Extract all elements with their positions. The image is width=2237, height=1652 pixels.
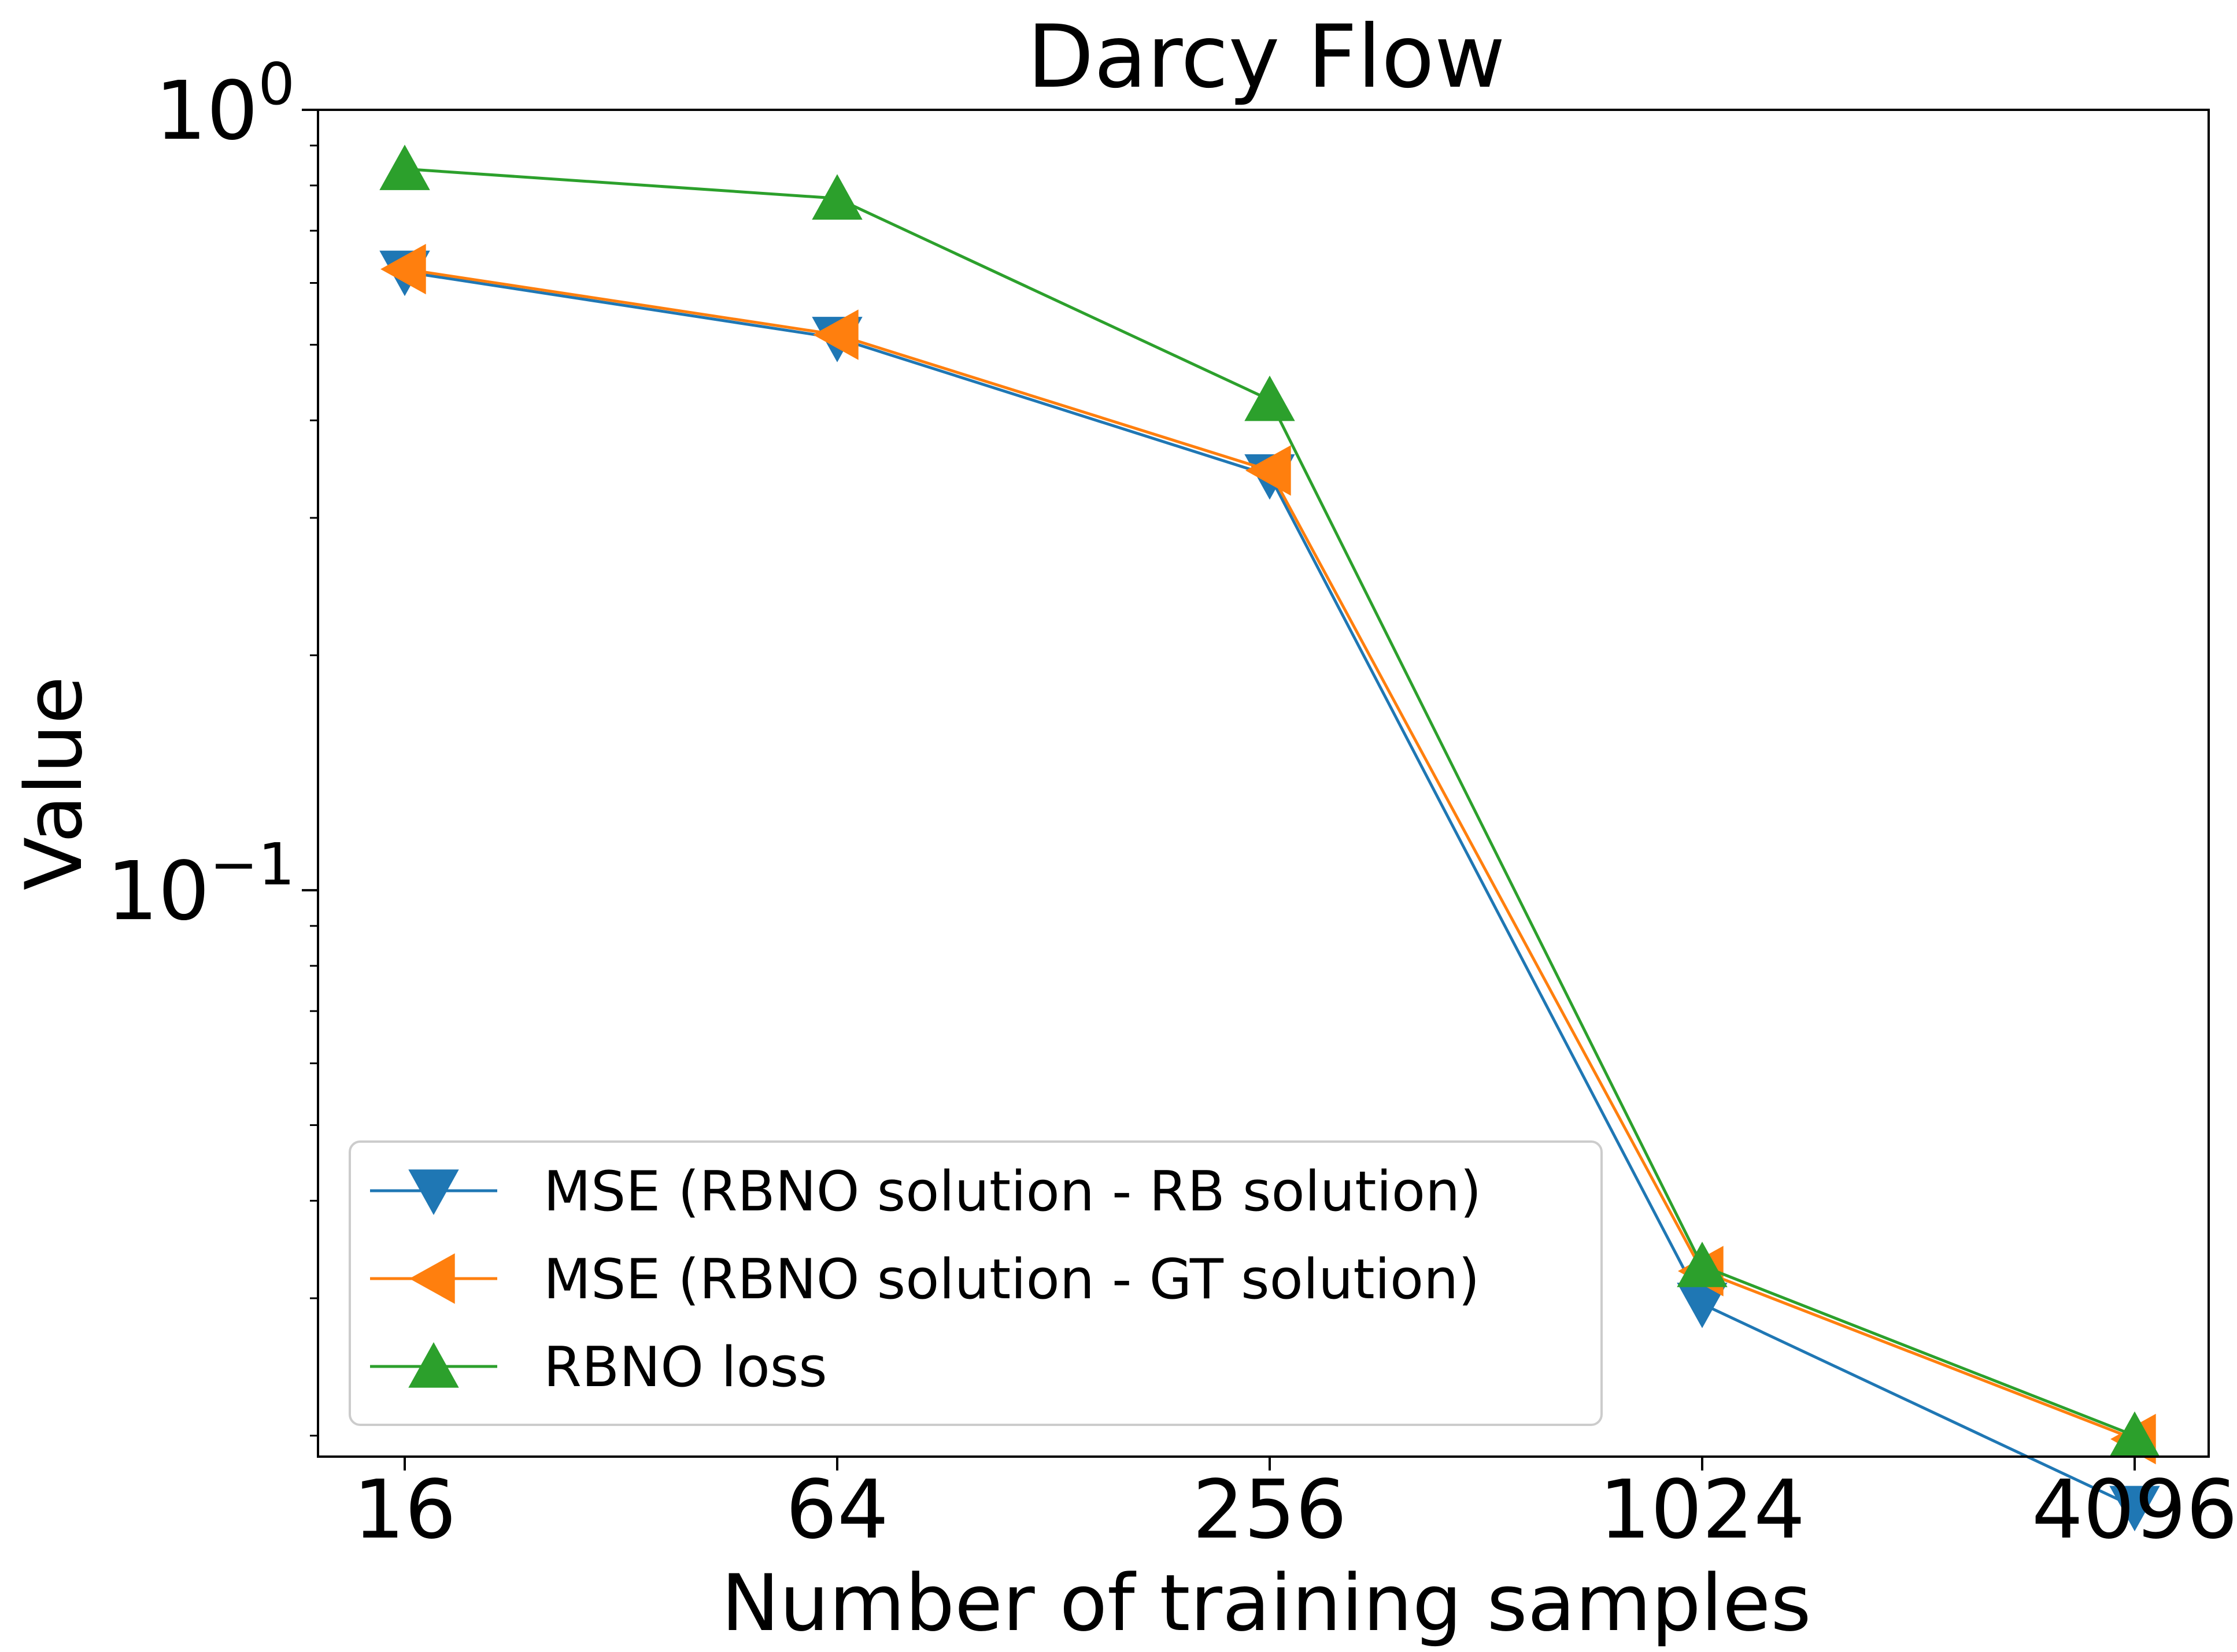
x-tick-label: 4096 — [2032, 1463, 2237, 1557]
x-tick-label: 256 — [1192, 1463, 1347, 1557]
x-tick-label: 1024 — [1599, 1463, 1805, 1557]
chart-title: Darcy Flow — [1027, 7, 1505, 108]
data-point-marker — [380, 243, 426, 295]
series-layer — [379, 145, 2160, 1532]
data-point-marker — [1677, 1242, 1728, 1287]
legend-label: MSE (RBNO solution - GT solution) — [543, 1248, 1480, 1312]
data-point-marker — [1244, 375, 1295, 421]
x-tick-label: 16 — [353, 1463, 456, 1557]
data-point-marker — [379, 145, 430, 190]
legend-marker — [408, 1169, 459, 1215]
plot-frame — [317, 109, 2210, 1458]
data-point-marker — [2109, 1486, 2160, 1532]
data-point-marker — [1245, 445, 1291, 496]
legend-label: MSE (RBNO solution - RB solution) — [543, 1160, 1481, 1224]
y-tick-label: 100 — [155, 50, 295, 158]
legend-marker — [409, 1253, 455, 1304]
legend-label: RBNO loss — [543, 1336, 827, 1399]
data-point-marker — [812, 174, 863, 220]
x-axis-label: Number of training samples — [721, 1558, 1811, 1649]
y-axis-label: Value — [9, 676, 99, 891]
y-axis-ticks: 100 10−1 — [106, 50, 318, 1437]
x-axis-ticks: 16 64 256 1024 4096 — [353, 1457, 2237, 1557]
data-point-marker — [813, 309, 859, 360]
legend: MSE (RBNO solution - RB solution) MSE (RB… — [349, 1140, 1603, 1426]
legend-marker — [408, 1342, 459, 1388]
legend-box — [349, 1140, 1603, 1426]
x-tick-label: 64 — [786, 1463, 889, 1557]
y-tick-label: 10−1 — [106, 831, 295, 939]
